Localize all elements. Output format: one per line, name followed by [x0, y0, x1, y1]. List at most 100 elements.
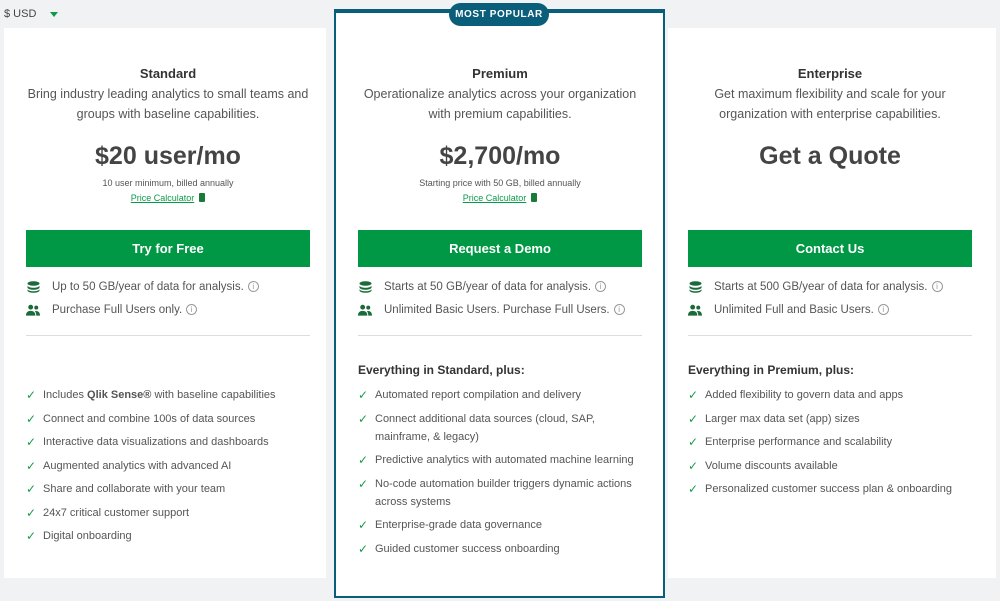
check-icon: ✓: [26, 529, 37, 543]
divider: [26, 335, 310, 336]
database-icon: [358, 280, 372, 293]
users-icon: [688, 304, 702, 316]
list-text: Digital onboarding: [43, 530, 132, 542]
list-text: Larger max data set (app) sizes: [705, 412, 860, 425]
plan-standard-content: Standard Bring industry leading analytic…: [26, 64, 310, 551]
database-icon: [26, 280, 40, 293]
plan-feature: Purchase Full Users only. i: [26, 298, 310, 321]
list-header: Everything in Premium, plus:: [688, 363, 855, 377]
list-header: Everything in Standard, plus:: [358, 363, 525, 377]
feature-text: Purchase Full Users only.: [52, 303, 183, 316]
list-text: No-code automation builder triggers dyna…: [375, 477, 632, 508]
plan-cta-button[interactable]: Try for Free: [26, 230, 310, 267]
info-icon[interactable]: i: [931, 281, 943, 292]
list-text: Personalized customer success plan & onb…: [705, 483, 953, 495]
divider: [688, 335, 972, 336]
check-icon: ✓: [688, 482, 699, 496]
feature-text: Starts at 500 GB/year of data for analys…: [714, 280, 928, 293]
plan-feature: Starts at 500 GB/year of data for analys…: [688, 275, 972, 298]
info-icon[interactable]: i: [247, 281, 259, 292]
list-text: Includes Qlik Sense® with baseline capab…: [43, 389, 276, 401]
plan-title: Enterprise: [797, 66, 863, 81]
check-icon: ✓: [688, 435, 699, 449]
list-text: Augmented analytics with advanced AI: [43, 459, 232, 472]
plan-feature: Unlimited Full and Basic Users. i: [688, 298, 972, 321]
list-item: ✓ Share and collaborate with your team: [26, 480, 310, 498]
plan-feature: Up to 50 GB/year of data for analysis. i: [26, 275, 310, 298]
feature-text: Unlimited Full and Basic Users.: [714, 303, 874, 316]
plan-feature: Starts at 50 GB/year of data for analysi…: [358, 275, 642, 298]
price-calculator: [688, 191, 972, 205]
list-item: ✓ Volume discounts available: [688, 457, 972, 475]
list-item: ✓ Digital onboarding: [26, 527, 310, 545]
list-text: Interactive data visualizations and dash…: [43, 436, 269, 448]
list-text: Volume discounts available: [705, 459, 838, 472]
list-item: ✓ Augmented analytics with advanced AI: [26, 457, 310, 475]
price-calculator: Price Calculator: [358, 191, 642, 205]
check-icon: ✓: [688, 388, 699, 402]
database-icon: [688, 280, 702, 293]
check-icon: ✓: [358, 453, 369, 467]
plan-description: Get maximum flexibility and scale for yo…: [714, 87, 946, 121]
list-item: ✓ 24x7 critical customer support: [26, 504, 310, 522]
check-icon: ✓: [26, 482, 37, 496]
check-icon: ✓: [688, 458, 699, 473]
list-item: ✓ Personalized customer success plan & on…: [688, 480, 972, 498]
check-icon: ✓: [358, 388, 369, 402]
feature-text: Unlimited Basic Users. Purchase Full Use…: [384, 303, 610, 316]
plan-description: Operationalize analytics across your org…: [363, 87, 637, 121]
list-text: Enterprise performance and scalability: [705, 436, 893, 448]
list-text: 24x7 critical customer support: [43, 506, 190, 519]
list-text: Connect and combine 100s of data sources: [43, 412, 256, 425]
list-item: ✓ Interactive data visualizations and das…: [26, 433, 310, 451]
plan-billing-note: Starting price with 50 GB, billed annual…: [419, 178, 581, 188]
plan-billing-note: 10 user minimum, billed annually: [102, 178, 234, 188]
list-item: ✓ Enterprise performance and scalability: [688, 433, 972, 451]
info-icon[interactable]: i: [595, 281, 607, 292]
list-item: ✓ Connect and combine 100s of data source…: [26, 410, 310, 428]
calculator-icon: [531, 193, 538, 202]
plan-premium-content: Premium Operationalize analytics across …: [358, 64, 642, 563]
feature-text: Starts at 50 GB/year of data for analysi…: [384, 280, 592, 293]
check-icon: ✓: [26, 505, 37, 520]
price-calculator: Price Calculator: [26, 191, 310, 205]
check-icon: ✓: [358, 411, 369, 426]
list-item: ✓ Guided customer success onboarding: [358, 540, 642, 558]
plan-cta-button[interactable]: Request a Demo: [358, 230, 642, 267]
plan-description: Bring industry leading analytics to smal…: [27, 87, 309, 121]
list-header: [26, 362, 310, 378]
chevron-down-icon: [50, 11, 59, 17]
info-icon[interactable]: i: [613, 304, 625, 315]
info-icon[interactable]: i: [877, 304, 889, 315]
divider: [358, 335, 642, 336]
list-item: ✓ Connect additional data sources (cloud,…: [358, 410, 642, 446]
list-text: Guided customer success onboarding: [375, 542, 560, 555]
check-icon: ✓: [358, 518, 369, 532]
currency-label: $ USD: [4, 8, 37, 20]
list-text: Predictive analytics with automated mach…: [375, 454, 634, 466]
list-text: Enterprise-grade data governance: [375, 519, 542, 531]
plan-card-standard: [4, 28, 326, 578]
check-icon: ✓: [26, 411, 37, 426]
plan-cta-button[interactable]: Contact Us: [688, 230, 972, 267]
list-item: ✓ Automated report compilation and delive…: [358, 386, 642, 404]
most-popular-badge: MOST POPULAR: [449, 3, 549, 26]
plan-card-enterprise: [668, 28, 996, 578]
plan-feature: Unlimited Basic Users. Purchase Full Use…: [358, 298, 642, 321]
list-text: Share and collaborate with your team: [43, 483, 226, 495]
feature-text: Up to 50 GB/year of data for analysis.: [52, 280, 244, 293]
info-icon[interactable]: i: [186, 304, 198, 315]
list-text: Added flexibility to govern data and app…: [705, 389, 904, 401]
list-text: Automated report compilation and deliver…: [375, 389, 582, 401]
price-calculator-link[interactable]: Price Calculator: [130, 193, 195, 203]
plan-price: $20 user/mo: [95, 142, 241, 170]
check-icon: ✓: [688, 411, 699, 426]
price-calculator-link[interactable]: Price Calculator: [462, 193, 527, 203]
plan-billing-note: [688, 176, 972, 190]
list-item: ✓ No-code automation builder triggers dyn…: [358, 475, 642, 511]
list-item: ✓ Enterprise-grade data governance: [358, 516, 642, 534]
plan-enterprise-content: Enterprise Get maximum flexibility and s…: [688, 64, 972, 504]
currency-selector[interactable]: $ USD: [4, 8, 59, 20]
plan-price: Get a Quote: [759, 142, 901, 170]
users-icon: [358, 304, 372, 316]
